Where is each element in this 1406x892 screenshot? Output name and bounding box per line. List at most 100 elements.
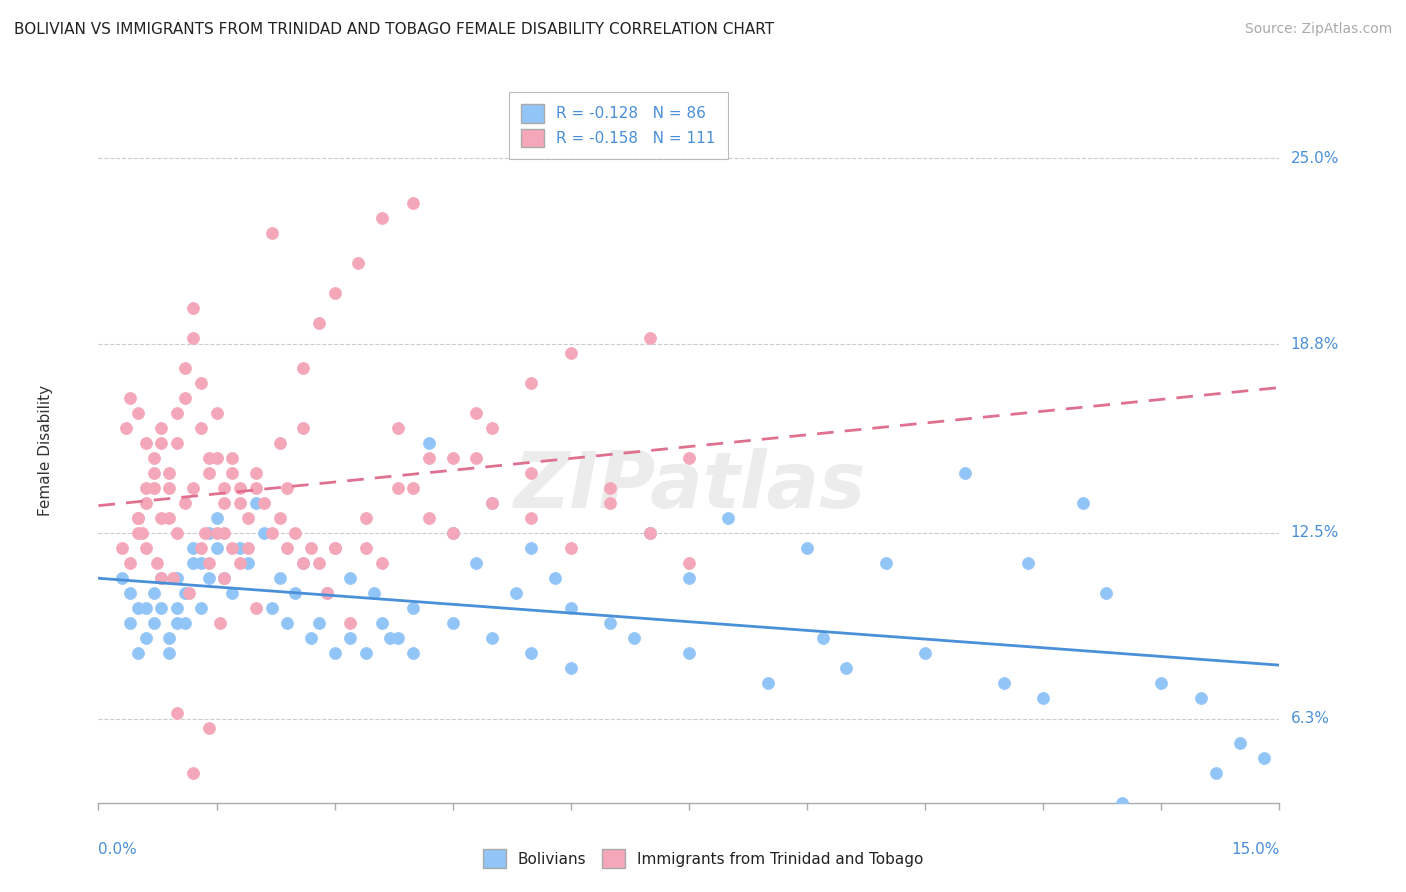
- Point: [315, 586, 337, 600]
- Point: [166, 706, 188, 720]
- Point: [418, 511, 440, 525]
- Point: [118, 615, 141, 630]
- Point: [142, 481, 165, 495]
- Point: [115, 421, 138, 435]
- Point: [481, 496, 503, 510]
- Point: [520, 541, 543, 555]
- Point: [229, 541, 252, 555]
- Point: [181, 541, 204, 555]
- Legend: Bolivians, Immigrants from Trinidad and Tobago: Bolivians, Immigrants from Trinidad and …: [475, 841, 931, 875]
- Point: [599, 481, 621, 495]
- Point: [387, 631, 409, 645]
- Point: [441, 525, 464, 540]
- Point: [174, 615, 197, 630]
- Point: [308, 316, 330, 330]
- Point: [308, 556, 330, 570]
- Point: [308, 615, 330, 630]
- Legend: R = -0.128   N = 86, R = -0.158   N = 111: R = -0.128 N = 86, R = -0.158 N = 111: [509, 92, 727, 160]
- Point: [323, 646, 346, 660]
- Point: [678, 450, 700, 465]
- Text: 25.0%: 25.0%: [1291, 151, 1339, 166]
- Point: [520, 511, 543, 525]
- Point: [245, 481, 267, 495]
- Point: [190, 376, 212, 390]
- Point: [197, 721, 219, 735]
- Point: [205, 406, 228, 420]
- Point: [181, 301, 204, 315]
- Point: [347, 256, 370, 270]
- Point: [387, 481, 409, 495]
- Point: [150, 571, 173, 585]
- Point: [560, 541, 582, 555]
- Point: [678, 571, 700, 585]
- Point: [174, 391, 197, 405]
- Point: [339, 631, 361, 645]
- Point: [299, 631, 322, 645]
- Point: [260, 525, 283, 540]
- Point: [875, 556, 897, 570]
- Point: [127, 511, 149, 525]
- Point: [1095, 586, 1118, 600]
- Point: [276, 481, 298, 495]
- Point: [323, 541, 346, 555]
- Point: [214, 496, 236, 510]
- Point: [135, 600, 157, 615]
- Point: [194, 525, 217, 540]
- Point: [221, 466, 243, 480]
- Point: [465, 556, 488, 570]
- Point: [142, 466, 165, 480]
- Point: [796, 541, 818, 555]
- Point: [402, 600, 425, 615]
- Point: [599, 615, 621, 630]
- Point: [135, 631, 157, 645]
- Point: [544, 571, 567, 585]
- Point: [638, 331, 661, 345]
- Point: [292, 361, 315, 376]
- Point: [127, 406, 149, 420]
- Point: [127, 525, 149, 540]
- Point: [157, 646, 180, 660]
- Point: [371, 615, 394, 630]
- Point: [299, 541, 322, 555]
- Point: [465, 406, 488, 420]
- Point: [678, 646, 700, 660]
- Point: [441, 525, 464, 540]
- Point: [209, 615, 232, 630]
- Point: [166, 436, 188, 450]
- Point: [253, 525, 276, 540]
- Point: [993, 676, 1015, 690]
- Point: [354, 541, 377, 555]
- Point: [678, 556, 700, 570]
- Point: [166, 615, 188, 630]
- Text: 15.0%: 15.0%: [1232, 842, 1279, 856]
- Point: [1189, 690, 1212, 705]
- Point: [150, 436, 173, 450]
- Point: [157, 466, 180, 480]
- Point: [118, 556, 141, 570]
- Point: [177, 586, 200, 600]
- Point: [1253, 751, 1275, 765]
- Point: [481, 631, 503, 645]
- Point: [150, 600, 173, 615]
- Point: [205, 450, 228, 465]
- Point: [292, 556, 315, 570]
- Point: [717, 511, 740, 525]
- Point: [371, 211, 394, 225]
- Point: [441, 615, 464, 630]
- Point: [323, 286, 346, 301]
- Point: [197, 571, 219, 585]
- Point: [756, 676, 779, 690]
- Point: [197, 525, 219, 540]
- Point: [481, 496, 503, 510]
- Point: [127, 646, 149, 660]
- Point: [339, 615, 361, 630]
- Text: 6.3%: 6.3%: [1291, 711, 1330, 726]
- Point: [236, 556, 259, 570]
- Point: [371, 556, 394, 570]
- Point: [441, 450, 464, 465]
- Point: [418, 436, 440, 450]
- Point: [402, 481, 425, 495]
- Point: [638, 525, 661, 540]
- Point: [190, 600, 212, 615]
- Point: [914, 646, 936, 660]
